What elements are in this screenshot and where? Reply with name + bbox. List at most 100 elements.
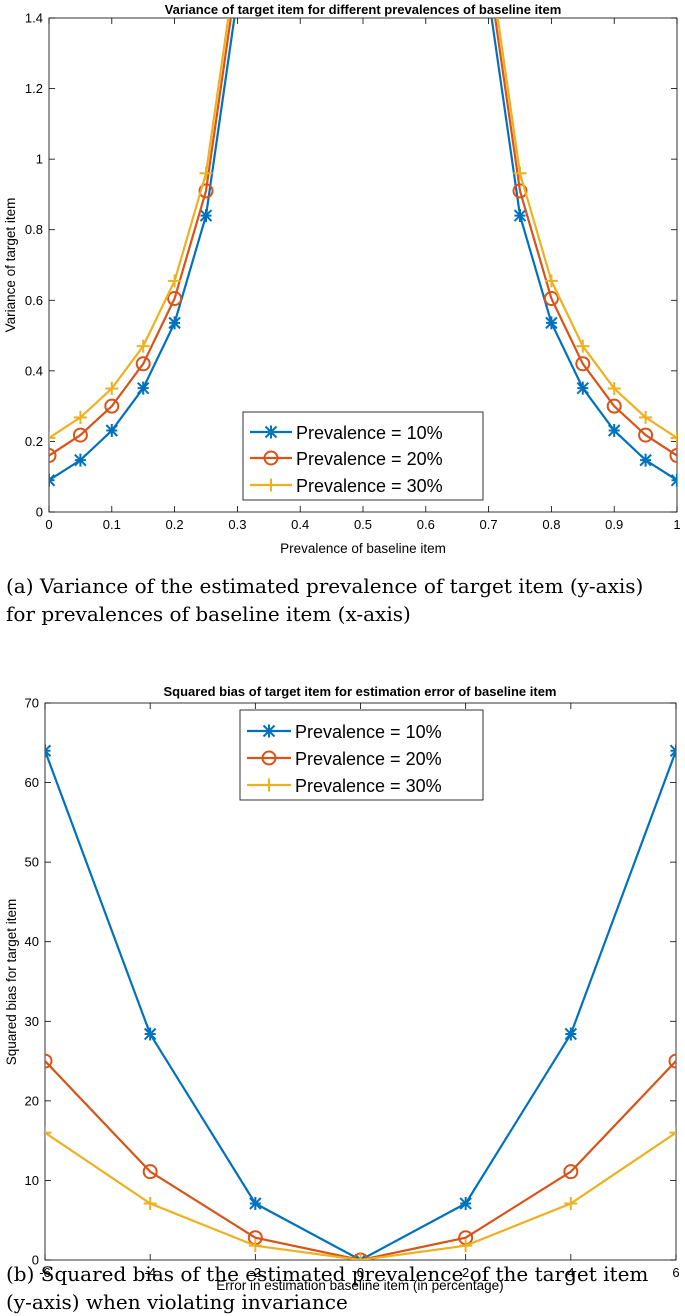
data-point-plus <box>607 382 621 395</box>
data-point-plus <box>670 431 677 445</box>
data-point-plus <box>639 410 653 424</box>
series-group <box>45 744 676 1260</box>
data-point-asterisk <box>199 209 213 223</box>
y-tick-label: 40 <box>25 934 39 949</box>
data-point-plus <box>669 1126 676 1140</box>
legend-marker-circle <box>263 450 279 466</box>
y-axis-label: Squared bias for target item <box>4 899 19 1066</box>
x-axis-label: Prevalence of baseline item <box>280 541 446 556</box>
legend-marks <box>247 724 291 792</box>
x-tick-label: 0 <box>357 1265 364 1280</box>
y-tick-label: 70 <box>25 696 39 711</box>
data-point-asterisk <box>639 453 652 467</box>
data-point-plus <box>168 274 182 288</box>
legend-entry-10: Prevalence = 10% <box>296 423 443 443</box>
data-point-asterisk <box>513 209 527 223</box>
caption-a: (a) Variance of the estimated prevalence… <box>6 574 644 626</box>
data-point-asterisk <box>168 316 181 330</box>
x-axis-label: Error in estimation baseline item (in pe… <box>216 1278 503 1293</box>
x-tick-label: 0.4 <box>291 517 309 532</box>
y-tick-label: 1.2 <box>25 81 43 96</box>
data-point-asterisk <box>45 744 52 758</box>
data-point-asterisk <box>670 473 677 487</box>
y-tick-label: 50 <box>25 855 39 870</box>
x-tick-label: 0.9 <box>605 517 623 532</box>
data-point-plus <box>544 274 558 288</box>
x-tick-label: -2 <box>250 1265 262 1280</box>
legend-entry-20: Prevalence = 20% <box>296 449 443 469</box>
data-point-plus <box>248 1239 262 1253</box>
x-tick-label: -4 <box>144 1265 156 1280</box>
data-point-plus <box>73 410 87 424</box>
data-point-circle <box>669 448 677 464</box>
y-tick-label: 1 <box>36 152 43 167</box>
data-point-circle <box>167 291 183 307</box>
data-point-asterisk <box>564 1027 578 1041</box>
y-tick-label: 10 <box>25 1173 39 1188</box>
y-tick-label: 0.4 <box>25 363 43 378</box>
data-point-asterisk <box>249 1197 262 1211</box>
data-point-plus <box>199 166 213 180</box>
x-tick-label: 6 <box>672 1265 679 1280</box>
legend-marks <box>250 425 292 492</box>
legend-entry-30: Prevalence = 30% <box>295 776 442 796</box>
y-tick-label: 0 <box>36 505 43 520</box>
legend-entry-30: Prevalence = 30% <box>296 476 443 496</box>
data-point-circle <box>668 1053 676 1069</box>
data-point-asterisk <box>74 453 87 467</box>
x-tick-label: 0.1 <box>103 517 121 532</box>
data-point-asterisk <box>545 316 558 330</box>
data-point-plus <box>105 382 119 395</box>
series-line-1 <box>45 750 676 1260</box>
data-point-plus <box>564 1197 578 1211</box>
data-point-circle <box>135 356 151 372</box>
legend: Prevalence = 10% Prevalence = 20% Preval… <box>239 709 484 801</box>
data-point-plus <box>136 339 150 353</box>
caption-b: (b) Squared bias of the estimated preval… <box>6 1262 649 1314</box>
y-tick-label: 20 <box>25 1093 39 1108</box>
data-point-circle <box>512 183 528 199</box>
legend-marker-plus <box>262 778 276 792</box>
legend: Prevalence = 10% Prevalence = 20% Preval… <box>242 411 484 501</box>
y-tick-label: 0 <box>32 1253 39 1268</box>
data-point-circle <box>575 356 591 372</box>
x-tick-label: 0.3 <box>228 517 246 532</box>
data-point-circle <box>563 1164 579 1180</box>
legend-entry-10: Prevalence = 10% <box>295 722 442 742</box>
data-point-asterisk <box>136 381 150 395</box>
data-point-asterisk <box>143 1027 157 1041</box>
tick-group: 0 0.1 0.2 0.3 0.4 0.5 0.6 0.7 0.8 0.9 1 0 0.2 0.4 0.6 0… <box>25 11 681 533</box>
data-point-asterisk <box>459 1197 472 1211</box>
x-tick-label: -6 <box>39 1265 51 1280</box>
x-tick-label: 0 <box>45 517 52 532</box>
data-point-circle <box>638 427 654 443</box>
legend-marker-asterisk <box>264 425 278 439</box>
y-tick-label: 0.6 <box>25 293 43 308</box>
series-line-3 <box>45 1131 676 1260</box>
data-point-plus <box>49 431 56 445</box>
data-point-circle <box>72 427 88 443</box>
data-point-circle <box>543 291 559 307</box>
chart-title: Squared bias of target item for estimati… <box>164 684 557 699</box>
data-point-circle <box>198 183 214 199</box>
x-tick-label: 0.8 <box>542 517 560 532</box>
y-tick-label: 60 <box>25 775 39 790</box>
y-tick-label: 30 <box>25 1014 39 1029</box>
series-group <box>49 18 677 487</box>
data-point-asterisk <box>607 423 621 437</box>
legend-marker-circle <box>261 750 277 766</box>
x-tick-label: 0.7 <box>480 517 498 532</box>
x-tick-label: 2 <box>462 1265 469 1280</box>
x-tick-label: 1 <box>673 517 680 532</box>
data-point-plus <box>143 1197 157 1211</box>
y-tick-label: 0.2 <box>25 434 43 449</box>
data-point-circle <box>104 398 120 414</box>
x-tick-label: 4 <box>567 1265 574 1280</box>
series-line-2-part-1 <box>49 18 232 457</box>
data-point-circle <box>606 398 622 414</box>
chart-title: Variance of target item for different pr… <box>165 2 562 17</box>
legend-entry-20: Prevalence = 20% <box>295 749 442 769</box>
data-point-circle <box>142 1164 158 1180</box>
